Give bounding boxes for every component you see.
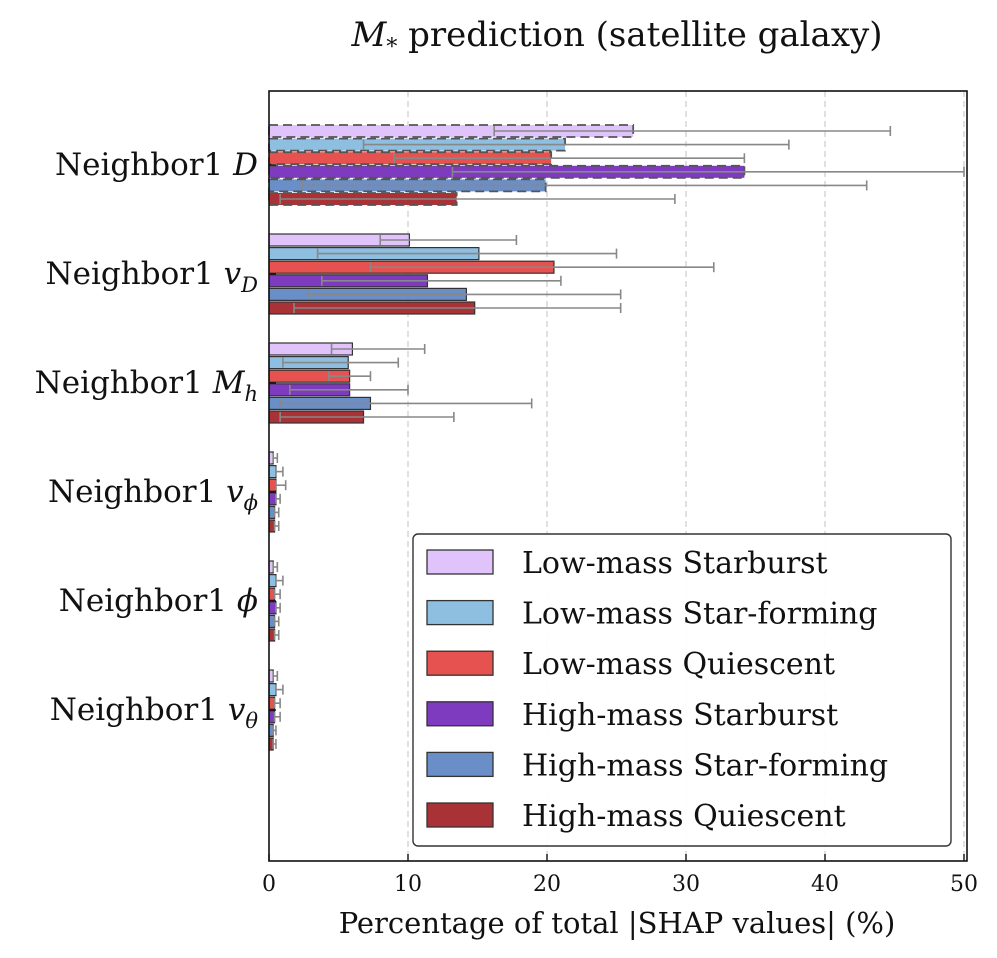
category-label: Neighbor1 ϕ bbox=[59, 583, 258, 619]
bar bbox=[268, 587, 276, 601]
category-label: Neighbor1 vD bbox=[46, 256, 259, 297]
bar bbox=[268, 614, 276, 629]
x-tick-label: 40 bbox=[811, 872, 839, 897]
bar bbox=[268, 478, 277, 492]
x-tick-label: 10 bbox=[394, 872, 422, 897]
legend-label: High-mass Starburst bbox=[522, 698, 838, 733]
plot-frame bbox=[268, 90, 968, 862]
legend: Low-mass Starburst Low-mass Star-forming L… bbox=[412, 533, 952, 847]
bar bbox=[268, 492, 277, 506]
bar bbox=[268, 696, 276, 710]
category-label: Neighbor1 Mh bbox=[35, 365, 258, 406]
legend-swatch bbox=[426, 549, 494, 575]
category-label: Neighbor1 vθ bbox=[50, 692, 259, 733]
ticks-layer: 0 10 20 30 40 50 bbox=[262, 164, 978, 897]
category-label: Neighbor1 D bbox=[55, 147, 258, 183]
x-tick-label: 0 bbox=[262, 872, 276, 897]
x-tick-label: 20 bbox=[533, 872, 561, 897]
bar bbox=[268, 505, 276, 519]
category-labels: Neighbor1 D Neighbor1 vD Neighbor1 Mh Neigh… bbox=[35, 147, 259, 733]
legend-swatch bbox=[426, 650, 494, 676]
legend-label: High-mass Star-forming bbox=[522, 748, 888, 783]
bar bbox=[268, 519, 276, 533]
legend-swatch bbox=[426, 701, 494, 727]
bar bbox=[268, 601, 277, 615]
x-tick-label: 50 bbox=[950, 872, 978, 897]
x-tick-label: 30 bbox=[672, 872, 700, 897]
x-axis-label: Percentage of total |SHAP values| (%) bbox=[339, 906, 896, 940]
bar bbox=[268, 682, 277, 697]
legend-swatch bbox=[426, 802, 494, 828]
bar bbox=[268, 628, 276, 642]
category-label: Neighbor1 vϕ bbox=[48, 474, 258, 515]
legend-swatch bbox=[426, 751, 494, 778]
legend-frame bbox=[412, 533, 952, 847]
bar bbox=[268, 573, 277, 588]
bar bbox=[268, 710, 276, 724]
chart-title: M* prediction (satellite galaxy) bbox=[351, 15, 883, 60]
legend-label: Low-mass Star-forming bbox=[522, 597, 878, 632]
legend-swatch bbox=[426, 599, 494, 626]
legend-label: High-mass Quiescent bbox=[522, 799, 846, 834]
error-bars-layer bbox=[272, 126, 965, 749]
bar bbox=[268, 465, 277, 479]
legend-label: Low-mass Quiescent bbox=[522, 647, 835, 682]
legend-label: Low-mass Starburst bbox=[522, 546, 828, 581]
